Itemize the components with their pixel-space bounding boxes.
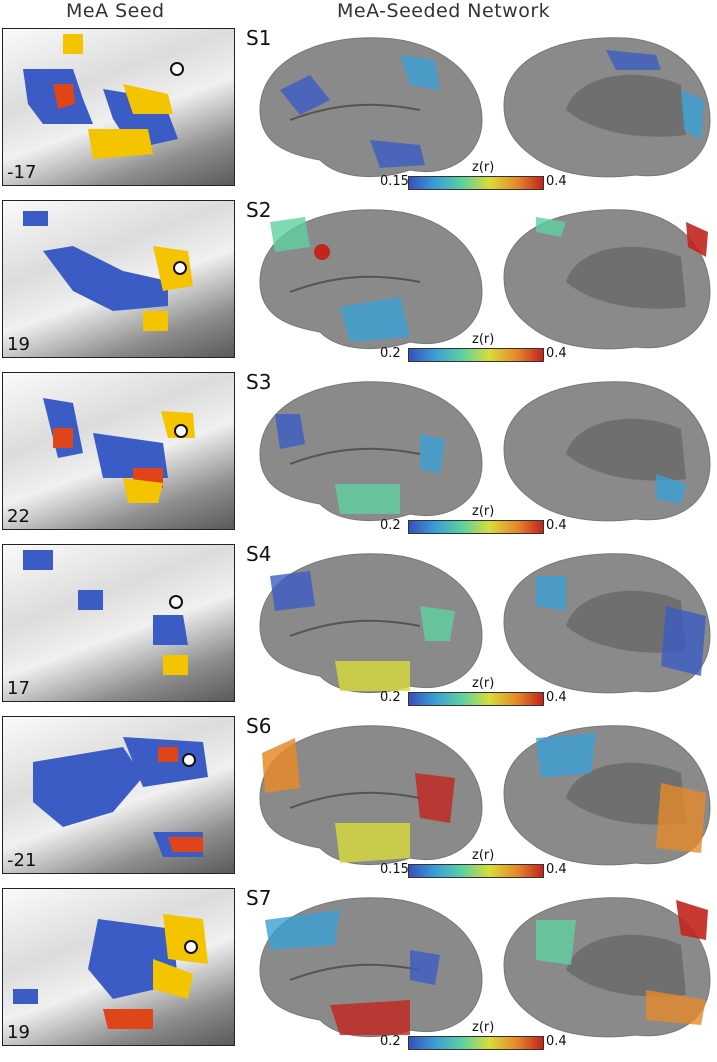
- colorbar: z(r) 0.2 0.4: [380, 332, 567, 374]
- colorbar-label: z(r): [472, 160, 495, 175]
- seed-overlay: [43, 398, 195, 503]
- medial-brain-surface: [503, 381, 711, 522]
- seed-slice-image: -21: [2, 716, 235, 874]
- seed-overlay: [23, 211, 193, 331]
- subject-label: S3: [246, 370, 272, 394]
- colorbar-min: 0.15: [380, 862, 409, 877]
- slice-number: 19: [7, 334, 30, 355]
- colorbar-max: 0.4: [546, 690, 567, 705]
- colorbar-gradient: [408, 864, 544, 878]
- seed-overlay: [13, 914, 208, 1029]
- lateral-brain-surface: [259, 553, 483, 694]
- colorbar-label: z(r): [472, 1020, 495, 1035]
- colorbar-label: z(r): [472, 676, 495, 691]
- slice-number: 22: [7, 506, 30, 527]
- colorbar-max: 0.4: [546, 346, 567, 361]
- lateral-brain-surface: [259, 381, 483, 522]
- subject-label: S4: [246, 542, 272, 566]
- seed-slice-image: 22: [2, 372, 235, 530]
- colorbar: z(r) 0.2 0.4: [380, 1020, 567, 1062]
- colorbar-label: z(r): [472, 332, 495, 347]
- colorbar: z(r) 0.15 0.4: [380, 160, 567, 202]
- medial-brain-surface: [503, 37, 711, 178]
- slice-number: 19: [7, 1022, 30, 1043]
- slice-number: -21: [7, 850, 37, 871]
- colorbar-gradient: [408, 348, 544, 362]
- colorbar-max: 0.4: [546, 518, 567, 533]
- colorbar-max: 0.4: [546, 1034, 567, 1049]
- colorbar-max: 0.4: [546, 174, 567, 189]
- subject-label: S7: [246, 886, 272, 910]
- slice-number: -17: [7, 162, 37, 183]
- seed-column-title: MeA Seed: [66, 0, 165, 22]
- medial-brain-surface: [503, 725, 711, 866]
- seed-overlay: [33, 737, 208, 857]
- colorbar-label: z(r): [472, 848, 495, 863]
- colorbar-min: 0.2: [380, 1034, 401, 1049]
- colorbar-gradient: [408, 176, 544, 190]
- network-column-title: MeA-Seeded Network: [337, 0, 551, 22]
- lateral-brain-surface: [259, 725, 483, 866]
- colorbar-min: 0.2: [380, 690, 401, 705]
- lateral-brain-surface: [259, 897, 483, 1038]
- subject-row: 19 S7 z(r) 0.2 0.4: [0, 886, 717, 1062]
- subject-row: 17 S4 z(r) 0.2 0.4: [0, 542, 717, 718]
- colorbar-label: z(r): [472, 504, 495, 519]
- slice-number: 17: [7, 678, 30, 699]
- colorbar: z(r) 0.15 0.4: [380, 848, 567, 890]
- colorbar-max: 0.4: [546, 862, 567, 877]
- colorbar: z(r) 0.2 0.4: [380, 676, 567, 718]
- subject-label: S6: [246, 714, 272, 738]
- subject-label: S2: [246, 198, 272, 222]
- colorbar-gradient: [408, 520, 544, 534]
- medial-brain-surface: [503, 209, 711, 350]
- colorbar-min: 0.15: [380, 174, 409, 189]
- seed-overlay: [23, 34, 184, 159]
- medial-brain-surface: [503, 897, 711, 1038]
- seed-slice-image: 19: [2, 200, 235, 358]
- subject-label: S1: [246, 26, 272, 50]
- colorbar-gradient: [408, 692, 544, 706]
- medial-brain-surface: [503, 553, 711, 694]
- lateral-brain-surface: [259, 37, 483, 178]
- seed-slice-image: 19: [2, 888, 235, 1046]
- colorbar: z(r) 0.2 0.4: [380, 504, 567, 546]
- seed-overlay: [23, 550, 188, 675]
- colorbar-min: 0.2: [380, 518, 401, 533]
- lateral-brain-surface: [259, 209, 483, 350]
- colorbar-gradient: [408, 1036, 544, 1050]
- subject-row: -17 S1 z(r) 0.15 0.4: [0, 26, 717, 202]
- colorbar-min: 0.2: [380, 346, 401, 361]
- subject-row: -21 S6 z(r) 0.15 0.4: [0, 714, 717, 890]
- subject-row: 19 S2 z(r) 0.2 0.4: [0, 198, 717, 374]
- subject-row: 22 S3 z(r) 0.2 0.4: [0, 370, 717, 546]
- seed-slice-image: -17: [2, 28, 235, 186]
- seed-slice-image: 17: [2, 544, 235, 702]
